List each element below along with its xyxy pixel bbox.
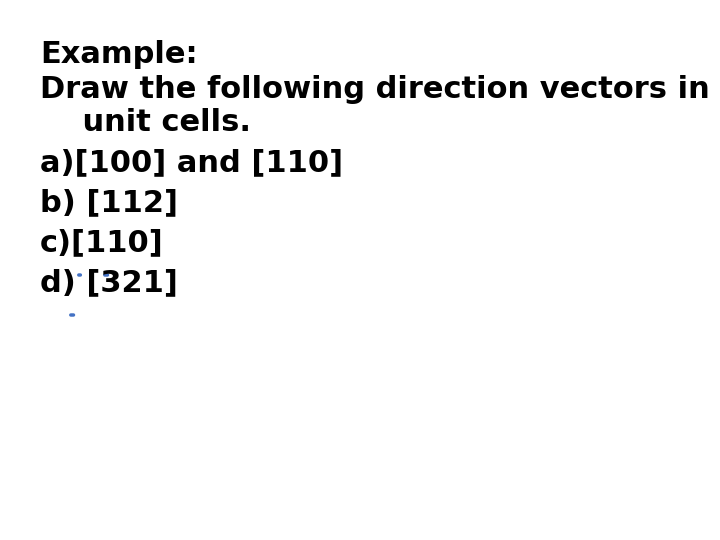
Text: d) [321]: d) [321] — [40, 268, 178, 297]
Text: a)[100] and [110]: a)[100] and [110] — [40, 148, 343, 177]
Text: Example:: Example: — [40, 40, 197, 69]
Text: unit cells.: unit cells. — [40, 108, 251, 137]
Text: c)[110]: c)[110] — [40, 228, 163, 257]
Text: b) [112]: b) [112] — [40, 188, 178, 217]
Text: Draw the following direction vectors in cubic: Draw the following direction vectors in … — [40, 75, 720, 104]
